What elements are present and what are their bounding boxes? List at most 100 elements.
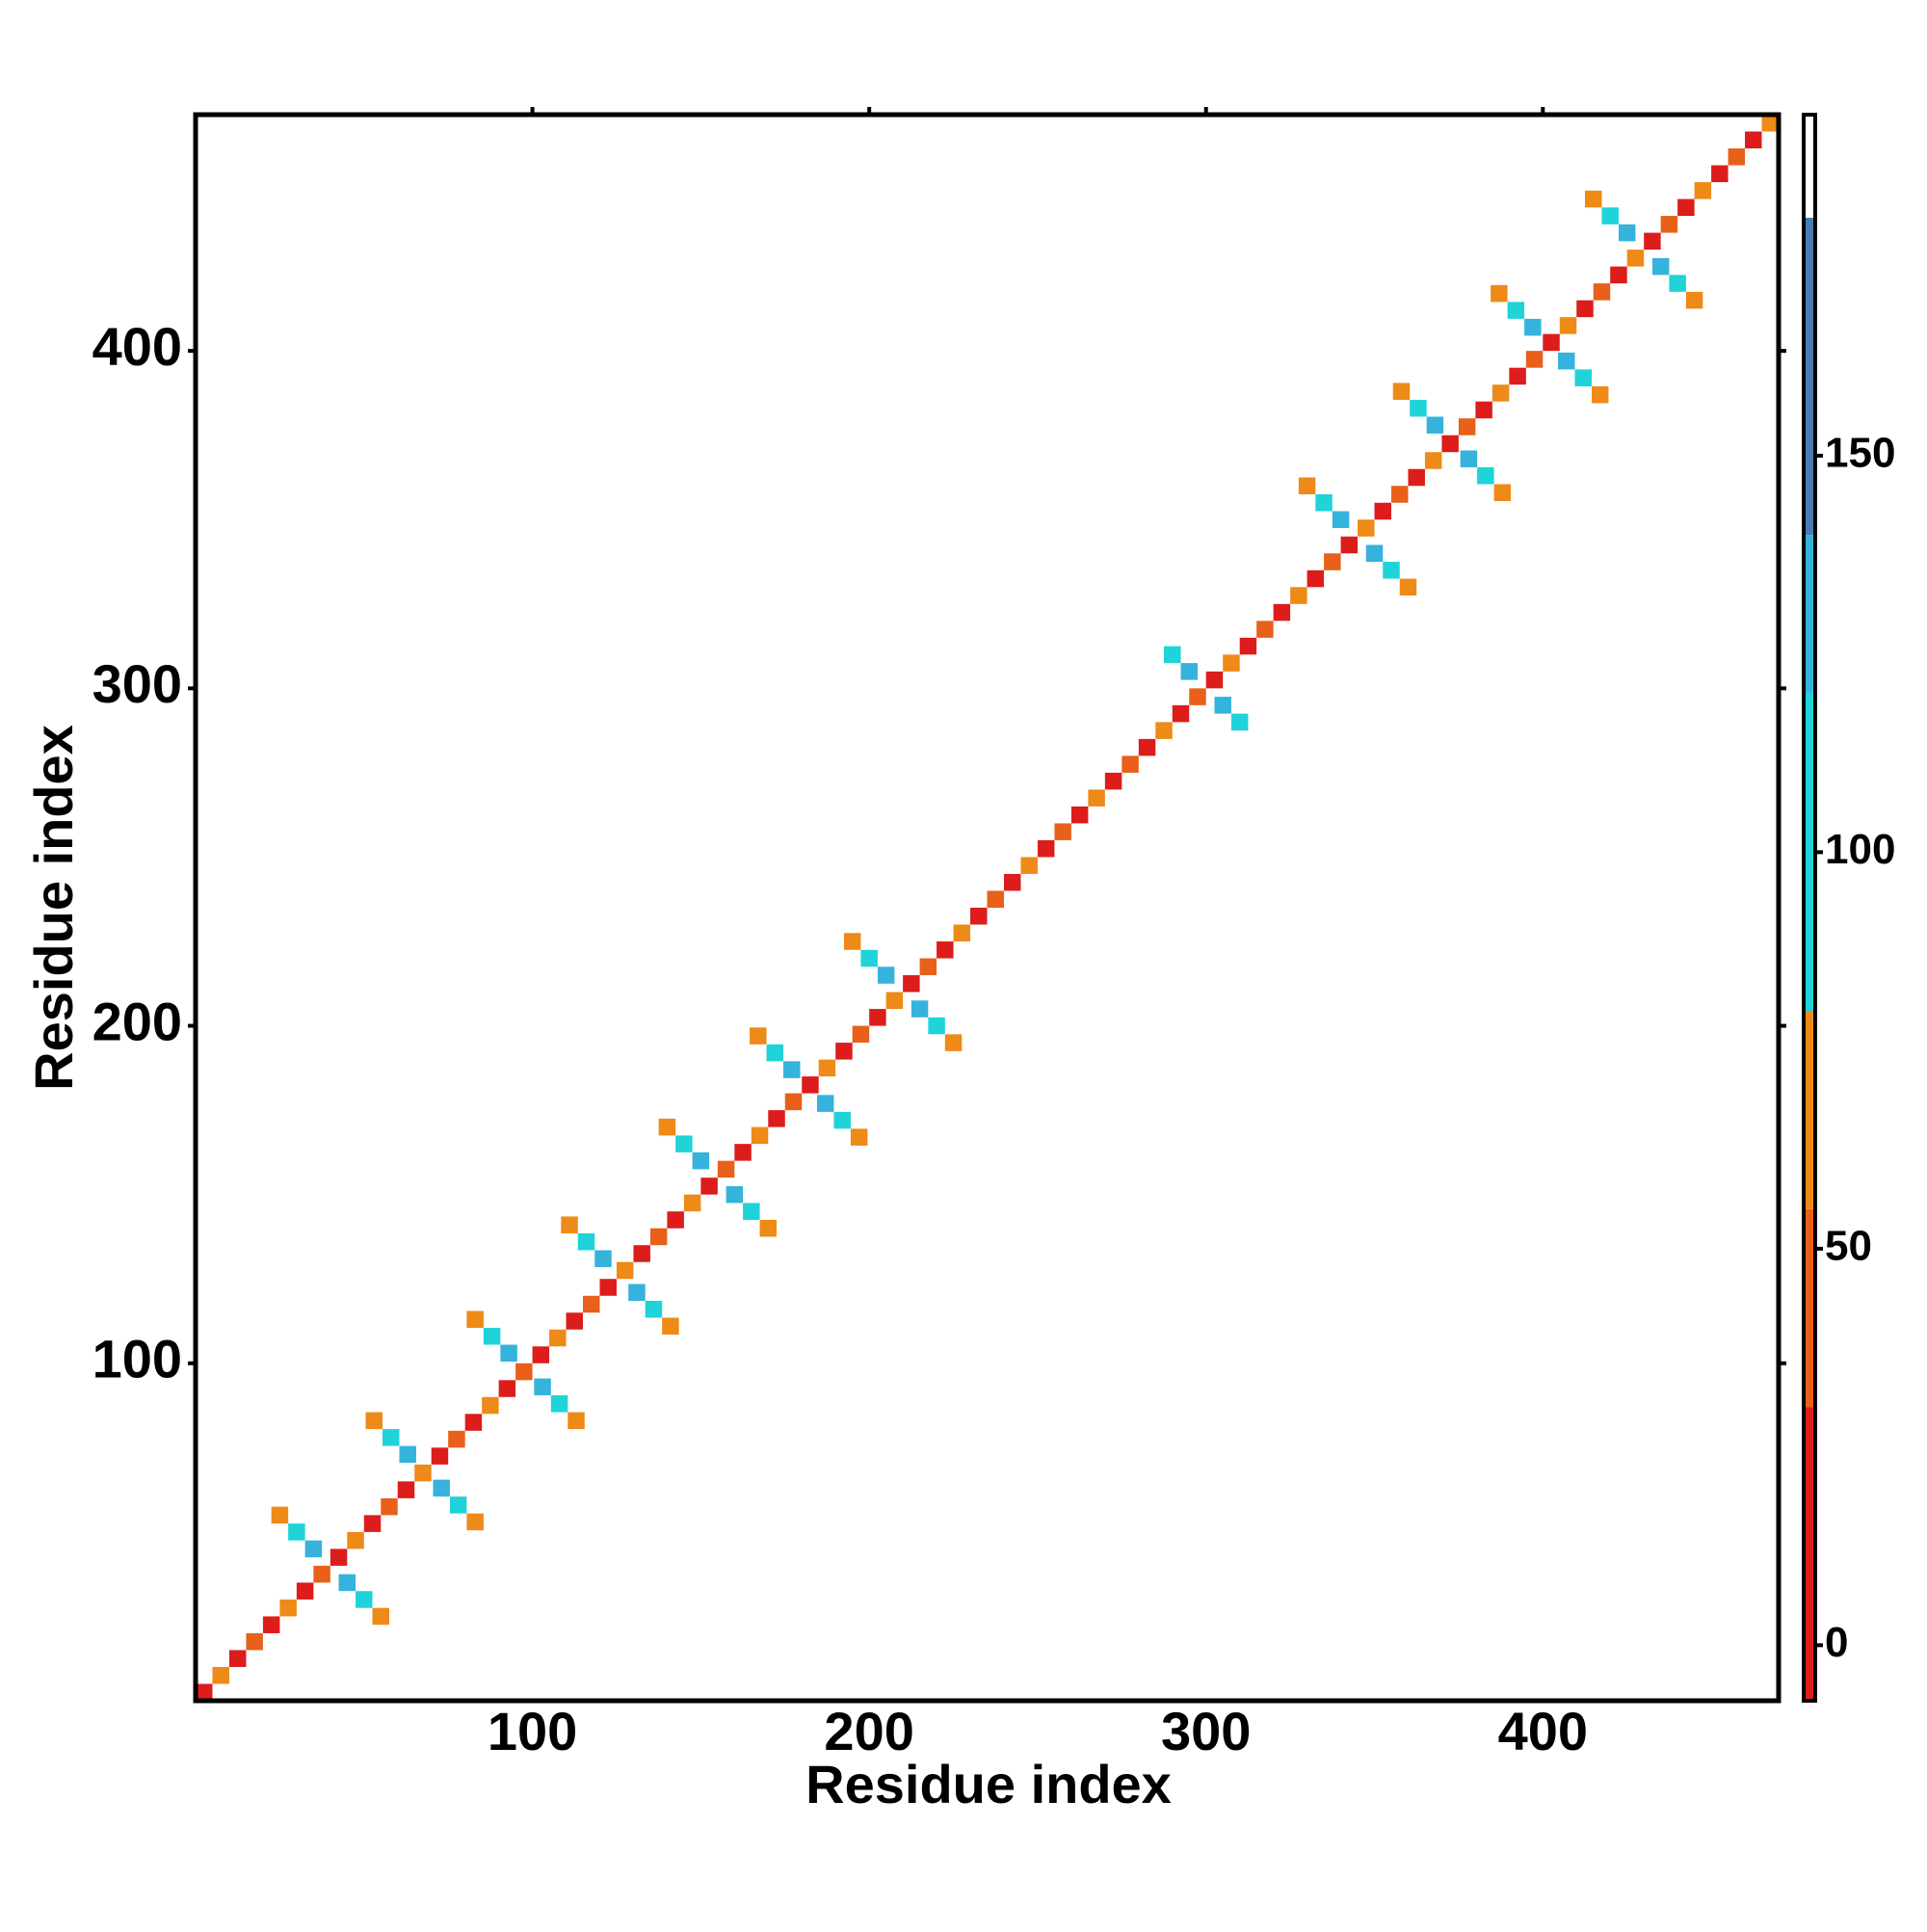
heatmap-cell xyxy=(1383,562,1400,579)
heatmap-cell xyxy=(365,1412,383,1430)
heatmap-cell xyxy=(372,1607,390,1626)
heatmap-cell xyxy=(1493,484,1512,501)
heatmap-cell xyxy=(1070,806,1089,824)
heatmap-cell xyxy=(1558,352,1575,370)
heatmap-cell xyxy=(577,1232,595,1251)
heatmap-cell xyxy=(1189,688,1206,705)
x-tick-label: 200 xyxy=(824,1701,913,1761)
heatmap-cell xyxy=(381,1497,398,1516)
heatmap-cell xyxy=(483,1328,501,1345)
heatmap-cell xyxy=(196,1683,213,1701)
heatmap-cell xyxy=(759,1219,778,1237)
heatmap-cell xyxy=(1315,493,1333,512)
heatmap-cell xyxy=(1239,637,1257,655)
heatmap-cell xyxy=(431,1447,449,1465)
heatmap-cell xyxy=(649,1228,668,1246)
heatmap-cell xyxy=(645,1300,663,1318)
heatmap-cell xyxy=(1164,646,1181,664)
heatmap-cell xyxy=(482,1396,499,1415)
heatmap-cell xyxy=(363,1515,382,1532)
heatmap-cell xyxy=(1644,232,1661,251)
heatmap-cell xyxy=(550,1395,568,1413)
heatmap-cell xyxy=(835,1043,853,1060)
colorbar-tick-label: 0 xyxy=(1825,1619,1848,1666)
heatmap-cell xyxy=(1669,275,1686,292)
heatmap-cell xyxy=(1651,257,1670,276)
heatmap-cell xyxy=(1273,603,1291,622)
heatmap-cell xyxy=(1390,486,1409,503)
heatmap-cell xyxy=(843,933,861,950)
heatmap-cell xyxy=(449,1496,467,1514)
heatmap-cell xyxy=(953,924,971,942)
heatmap-cell xyxy=(1340,536,1359,554)
heatmap-cell xyxy=(911,1000,929,1018)
colorbar-segment xyxy=(1804,1208,1815,1408)
heatmap-cell xyxy=(937,941,954,959)
heatmap-cell xyxy=(1155,722,1173,739)
heatmap-cell xyxy=(667,1211,684,1229)
heatmap-cell xyxy=(1358,519,1375,537)
heatmap-cell xyxy=(397,1481,415,1498)
heatmap-cell xyxy=(1324,553,1341,570)
heatmap-cell xyxy=(246,1632,263,1651)
y-tick-label: 400 xyxy=(92,316,182,377)
heatmap-cell xyxy=(928,1017,945,1035)
colorbar-tick-label: 100 xyxy=(1825,826,1895,873)
heatmap-cell xyxy=(1138,738,1156,756)
colorbar-segment xyxy=(1804,217,1815,536)
x-axis-title: Residue index xyxy=(805,1754,1172,1814)
heatmap-cell xyxy=(1458,418,1476,436)
heatmap-cell xyxy=(1332,511,1350,529)
heatmap-cell xyxy=(877,966,895,984)
heatmap-cell xyxy=(1584,190,1602,208)
heatmap-cell xyxy=(1618,224,1636,242)
heatmap-cell xyxy=(818,1059,836,1077)
heatmap-cell xyxy=(338,1574,356,1592)
colorbar-tick-label: 50 xyxy=(1825,1223,1872,1270)
heatmap-cell xyxy=(1054,823,1071,840)
heatmap-cell xyxy=(1728,148,1746,166)
heatmap-cell xyxy=(1374,502,1391,520)
x-tick-label: 300 xyxy=(1161,1701,1251,1761)
heatmap-cell xyxy=(356,1591,373,1608)
heatmap-cell xyxy=(1424,452,1442,469)
heatmap-cell xyxy=(1524,318,1542,336)
heatmap-cell xyxy=(399,1445,416,1464)
heatmap-cell xyxy=(1441,435,1459,453)
heatmap-cell xyxy=(1214,697,1231,714)
heatmap-cell xyxy=(1509,367,1526,385)
heatmap-cell xyxy=(683,1194,701,1212)
heatmap-cell xyxy=(1104,772,1122,790)
heatmap-cell xyxy=(500,1344,517,1363)
heatmap-cell xyxy=(515,1363,533,1381)
heatmap-cell xyxy=(549,1329,567,1347)
y-tick-label: 100 xyxy=(92,1329,182,1389)
heatmap-cell xyxy=(717,1160,735,1178)
heatmap-cell xyxy=(766,1044,784,1062)
heatmap-cell xyxy=(330,1548,348,1566)
heatmap-cell xyxy=(347,1531,364,1549)
heatmap-cell xyxy=(464,1414,483,1431)
heatmap-cell xyxy=(633,1245,650,1262)
heatmap-cell xyxy=(1601,207,1619,225)
heatmap-cell xyxy=(212,1666,229,1684)
heatmap-cell xyxy=(498,1380,516,1397)
x-tick-label: 400 xyxy=(1498,1701,1588,1761)
heatmap-cell xyxy=(743,1203,760,1220)
heatmap-cell xyxy=(850,1128,868,1146)
heatmap-cell xyxy=(751,1126,769,1145)
heatmap-cell xyxy=(970,908,988,925)
heatmap-cell xyxy=(532,1346,550,1363)
heatmap-cell xyxy=(784,1093,803,1111)
heatmap-cell xyxy=(885,992,904,1010)
heatmap-cell xyxy=(987,890,1004,908)
heatmap-cell xyxy=(466,1513,484,1531)
colorbar-segment xyxy=(1804,1407,1815,1701)
heatmap-cell xyxy=(1685,291,1703,309)
x-tick-label: 100 xyxy=(488,1701,577,1761)
heatmap-cell xyxy=(1230,713,1249,731)
heatmap-cell xyxy=(466,1310,484,1329)
heatmap-cell xyxy=(561,1216,578,1233)
y-tick-label: 300 xyxy=(92,653,182,714)
